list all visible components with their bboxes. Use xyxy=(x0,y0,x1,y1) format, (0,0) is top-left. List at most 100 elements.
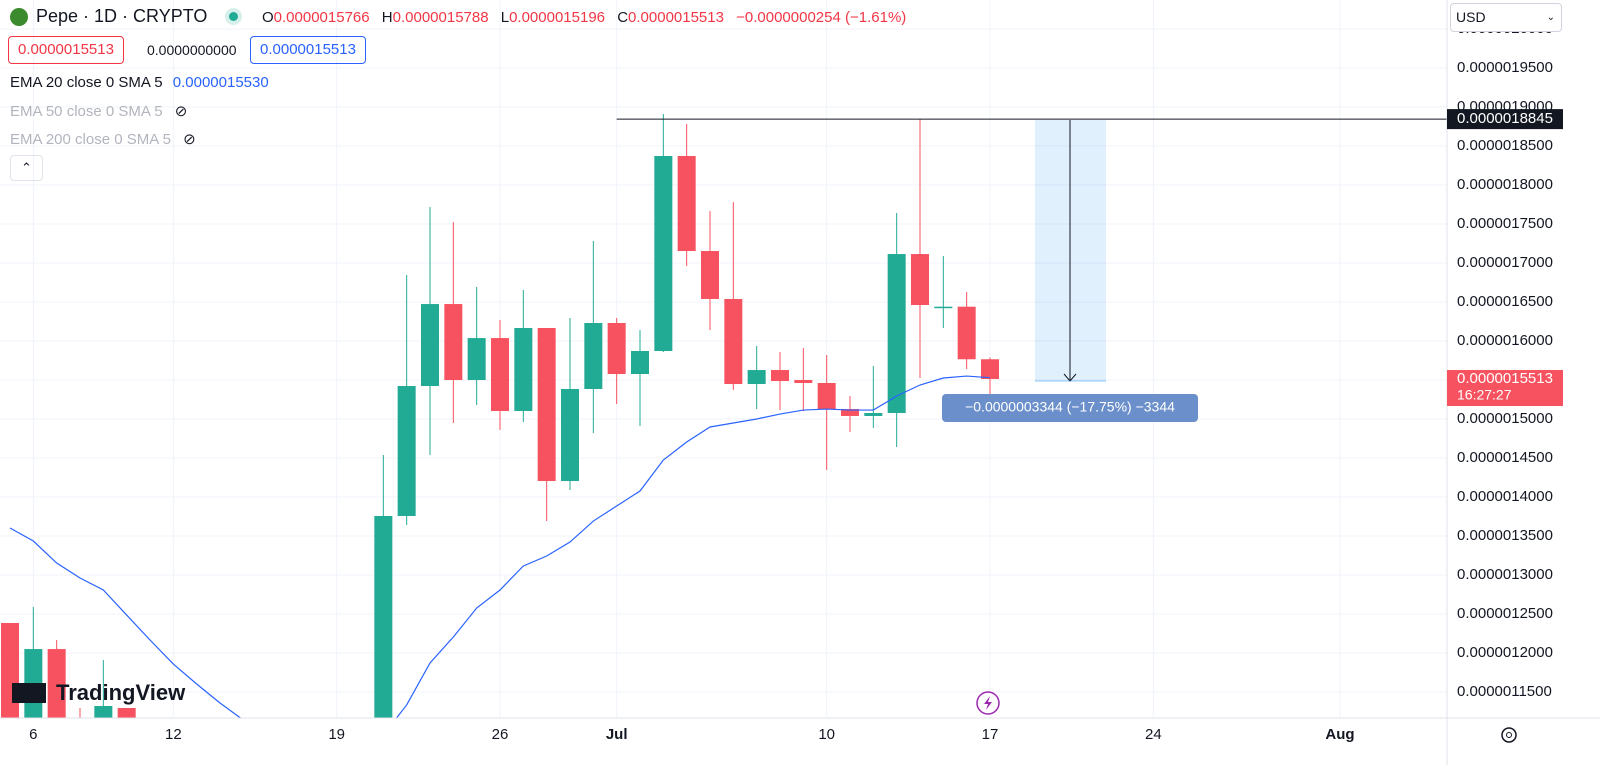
candle-body xyxy=(981,359,999,380)
candle-body xyxy=(467,338,486,381)
x-tick-label: 24 xyxy=(1145,726,1162,743)
dropdown-caret: ⌄ xyxy=(1546,12,1555,23)
legend-item-hidden[interactable]: EMA 200 close 0 SMA 5 ⊘ xyxy=(10,130,196,148)
candle-body xyxy=(957,306,976,360)
settings-glyph xyxy=(1506,732,1512,738)
symbol-logo xyxy=(10,7,28,26)
candle-body xyxy=(817,382,836,410)
candle-body xyxy=(677,156,696,252)
x-tick-label: 26 xyxy=(492,726,509,743)
candle-body xyxy=(841,409,859,416)
eye-off-icon[interactable]: ⊘ xyxy=(174,103,188,120)
candle-body xyxy=(514,327,533,411)
ohlc-value: 0.0000015788 xyxy=(392,9,489,26)
events-glyph xyxy=(984,696,992,710)
settings-icon[interactable] xyxy=(1501,727,1517,743)
candle-body xyxy=(491,338,509,411)
x-tick-label: Aug xyxy=(1325,726,1354,743)
eye-off-icon[interactable]: ⊘ xyxy=(183,131,196,148)
y-tick-label: 0.0000014500 xyxy=(1457,449,1553,466)
legend-item-hidden[interactable]: EMA 50 close 0 SMA 5 ⊘ xyxy=(10,102,187,120)
y-tick-label: 0.0000013000 xyxy=(1457,566,1553,583)
ohlc-value: 0.0000015513 xyxy=(628,9,724,26)
candle-body xyxy=(747,370,766,384)
x-tick-label: Jul xyxy=(606,726,628,743)
branding: TradingView xyxy=(56,680,186,705)
x-tick-label: 17 xyxy=(982,726,999,743)
candle-body xyxy=(397,386,416,516)
candle-body xyxy=(584,323,603,389)
change: −0.0000000254 (−1.61%) xyxy=(736,9,907,26)
candle-body xyxy=(94,705,113,718)
y-tick-label: 0.0000015000 xyxy=(1457,410,1553,427)
candle-body xyxy=(631,351,649,375)
candle-body xyxy=(887,254,906,414)
candle-body xyxy=(607,323,626,375)
ema-line xyxy=(9,375,991,718)
y-tick-label: 0.0000012000 xyxy=(1457,644,1553,661)
candle-body xyxy=(771,370,789,382)
legend-name: EMA 50 close 0 SMA 5 xyxy=(10,103,163,120)
market-status xyxy=(229,12,239,21)
spread: 0.0000000000 xyxy=(147,42,237,58)
candle-body xyxy=(47,649,66,718)
x-tick-label: 19 xyxy=(328,726,345,743)
logo-mark xyxy=(12,683,46,703)
candle-body xyxy=(724,298,743,384)
ohlc-value: 0.0000015766 xyxy=(273,9,370,26)
axes: 0.0000011500 0.0000012000 0.0000012500 0.00… xyxy=(29,20,1553,743)
y-tick-label: 0.0000016500 xyxy=(1457,293,1553,310)
y-tick-label: 0.0000014000 xyxy=(1457,488,1553,505)
currency: USD xyxy=(1456,9,1486,25)
symbol-name: Pepe · 1D · CRYPTO xyxy=(36,6,208,26)
y-tick-label: 0.0000011500 xyxy=(1457,683,1552,700)
y-tick-label: 0.0000019500 xyxy=(1457,59,1553,76)
candle-body xyxy=(701,251,719,299)
y-tick-label: 0.0000017500 xyxy=(1457,215,1553,232)
x-tick-label: 12 xyxy=(165,726,182,743)
sell-button[interactable]: 0.0000015513 xyxy=(8,36,124,64)
candle-body xyxy=(421,304,439,387)
buy-button[interactable]: 0.0000015513 xyxy=(250,36,366,64)
measure-label: −0.0000003344 (−17.75%) −3344 xyxy=(965,399,1175,415)
candle-body xyxy=(1,622,19,718)
ohlc: O0.0000015766 H0.0000015788 L0.000001519… xyxy=(262,9,914,26)
measure-tooltip xyxy=(942,394,1198,422)
ohlc-key: C xyxy=(617,9,629,26)
y-tick-label: 0.0000016000 xyxy=(1457,332,1553,349)
candle-body xyxy=(561,388,579,482)
candle-body xyxy=(654,156,673,352)
candle-body xyxy=(794,380,813,383)
collapse-button[interactable]: ⌃ xyxy=(10,155,43,181)
candle-body xyxy=(864,413,883,416)
candle-body xyxy=(537,327,556,482)
candle-body xyxy=(374,515,393,718)
countdown: 16:27:27 xyxy=(1457,387,1512,403)
ohlc-key: O xyxy=(262,9,274,26)
y-tick-label: 0.0000017000 xyxy=(1457,254,1553,271)
x-tick-label: 10 xyxy=(818,726,835,743)
price-line-label-bg xyxy=(1447,109,1563,130)
last-price-label: 0.0000015513 xyxy=(1457,370,1553,387)
y-tick-label: 0.0000012500 xyxy=(1457,605,1553,622)
candle-body xyxy=(934,306,953,309)
legend-value: 0.0000015530 xyxy=(172,74,269,91)
candle-body xyxy=(911,254,929,305)
candle-body xyxy=(117,708,136,718)
price-line-label: 0.0000018845 xyxy=(1457,110,1553,127)
currency-select[interactable]: USD ⌄ xyxy=(1450,3,1562,32)
symbol-header: Pepe · 1D · CRYPTO xyxy=(10,6,239,27)
candle-body xyxy=(71,723,89,735)
legend-item: EMA 20 close 0 SMA 5 0.0000015530 xyxy=(10,74,269,91)
ohlc-key: L xyxy=(500,9,510,26)
y-tick-label: 0.0000018500 xyxy=(1457,137,1553,154)
last-price-bg xyxy=(1447,370,1563,407)
plot-area xyxy=(1,114,1447,735)
ohlc-key: H xyxy=(381,9,393,26)
grid xyxy=(0,0,1447,718)
ohlc-value: 0.0000015196 xyxy=(509,9,606,26)
legend-name: EMA 200 close 0 SMA 5 xyxy=(10,131,171,148)
legend-name: EMA 20 close 0 SMA 5 xyxy=(10,74,163,91)
